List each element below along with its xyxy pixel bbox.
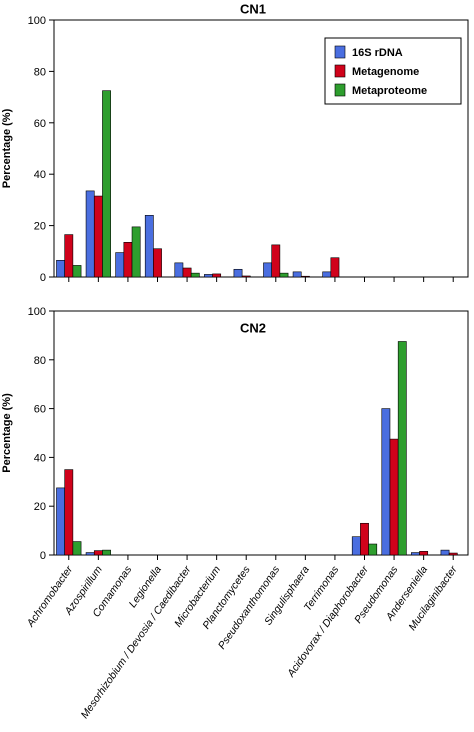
bar-metagenome-achromobacter bbox=[64, 469, 74, 556]
bar-16s-rdna-achromobacter bbox=[56, 259, 65, 278]
bar-metagenome-anderseniella bbox=[419, 551, 429, 556]
bar-16s-rdna-pseudomonas bbox=[381, 408, 391, 556]
bar-metagenome-pseudoxanthomonas bbox=[271, 244, 281, 278]
bar-metagenome-achromobacter bbox=[64, 234, 74, 278]
bar-16s-rdna-azospirillum bbox=[85, 552, 95, 556]
bar-metagenome-singulisphaera bbox=[300, 275, 310, 278]
bar-16s-rdna-singulisphaera bbox=[292, 271, 302, 278]
bar-metaproteome-pseudomonas bbox=[397, 341, 407, 556]
bar-metaproteome-achromobacter bbox=[72, 541, 82, 556]
bar-metagenome-planctomycetes bbox=[241, 275, 251, 278]
bar-16s-rdna-planctomycetes bbox=[233, 268, 243, 278]
bar-16s-rdna-azospirillum bbox=[85, 190, 95, 278]
bar-16s-rdna-pseudoxanthomonas bbox=[263, 262, 272, 278]
legend-label-metaproteome: Metaproteome bbox=[352, 85, 427, 97]
x-tick-label-mesorhizobium-devosia-caedibacter: Mesorhizobium / Devosia / Caedibacter bbox=[79, 563, 194, 720]
bar-metaproteome-achromobacter bbox=[72, 265, 82, 278]
bar-metagenome-acidovorax-diaphorobacter bbox=[360, 522, 369, 556]
y-tick-label: 0 bbox=[40, 272, 46, 284]
bar-metaproteome-azospirillum bbox=[102, 90, 111, 278]
y-tick-label: 60 bbox=[34, 404, 46, 416]
bar-metagenome-microbacterium bbox=[212, 273, 222, 278]
y-tick-label: 80 bbox=[34, 66, 46, 78]
bar-16s-rdna-anderseniella bbox=[411, 552, 420, 556]
chart-title: CN2 bbox=[240, 320, 266, 335]
legend-label-metagenome: Metagenome bbox=[352, 66, 419, 78]
bar-16s-rdna-mesorhizobium-devosia-caedibacter bbox=[174, 262, 184, 278]
legend-swatch-metagenome bbox=[334, 64, 346, 78]
legend-box bbox=[324, 37, 462, 105]
bar-metaproteome-pseudoxanthomonas bbox=[279, 272, 289, 278]
bar-metagenome-mucilaginibacter bbox=[448, 552, 458, 556]
legend-label-16s-rdna: 16S rDNA bbox=[352, 47, 403, 59]
bar-16s-rdna-achromobacter bbox=[56, 487, 65, 556]
y-tick-label: 100 bbox=[28, 15, 46, 27]
legend-swatch-metaproteome bbox=[334, 83, 346, 97]
bar-metagenome-terrimonas bbox=[330, 257, 340, 278]
bar-16s-rdna-legionella bbox=[144, 215, 154, 278]
bar-16s-rdna-terrimonas bbox=[322, 271, 332, 278]
bar-metagenome-comamonas bbox=[123, 242, 133, 278]
bar-metagenome-legionella bbox=[153, 248, 162, 278]
bar-metagenome-azospirillum bbox=[93, 195, 103, 278]
y-axis-label: Percentage (%) bbox=[1, 393, 13, 473]
y-tick-label: 20 bbox=[34, 501, 46, 513]
bar-metaproteome-mesorhizobium-devosia-caedibacter bbox=[190, 272, 200, 278]
legend-swatch-16s-rdna bbox=[334, 45, 346, 59]
bar-metaproteome-comamonas bbox=[131, 226, 141, 278]
bar-metagenome-pseudomonas bbox=[389, 438, 399, 556]
x-tick-label-achromobacter: Achromobacter bbox=[24, 563, 76, 629]
plot-frame bbox=[53, 19, 469, 278]
chart-title: CN1 bbox=[240, 1, 266, 16]
bar-metaproteome-azospirillum bbox=[102, 549, 111, 556]
bar-16s-rdna-microbacterium bbox=[204, 274, 213, 278]
bar-metaproteome-acidovorax-diaphorobacter bbox=[368, 543, 378, 556]
y-tick-label: 100 bbox=[28, 306, 46, 318]
chart-panel-cn2: CN2 Percentage (%) 0 20 40 60 80 100 Achromobact… bbox=[1, 306, 469, 721]
y-tick-label: 40 bbox=[34, 169, 46, 181]
y-tick-label: 40 bbox=[34, 452, 46, 464]
bar-metagenome-mesorhizobium-devosia-caedibacter bbox=[182, 267, 192, 278]
legend: 16S rDNA Metagenome Metaproteome bbox=[324, 37, 462, 105]
y-tick-label: 80 bbox=[34, 355, 46, 367]
bar-16s-rdna-acidovorax-diaphorobacter bbox=[351, 536, 361, 556]
bar-16s-rdna-mucilaginibacter bbox=[440, 549, 450, 556]
chart-panel-cn1: CN1 Percentage (%) 0 20 40 60 80 100 16S rDNA Met… bbox=[1, 1, 469, 284]
plot-frame bbox=[53, 310, 469, 556]
y-tick-label: 60 bbox=[34, 118, 46, 130]
y-tick-label: 0 bbox=[40, 550, 46, 562]
bar-metagenome-azospirillum bbox=[93, 550, 103, 556]
y-tick-label: 20 bbox=[34, 221, 46, 233]
y-axis-label: Percentage (%) bbox=[1, 108, 13, 188]
bar-16s-rdna-comamonas bbox=[115, 252, 125, 278]
